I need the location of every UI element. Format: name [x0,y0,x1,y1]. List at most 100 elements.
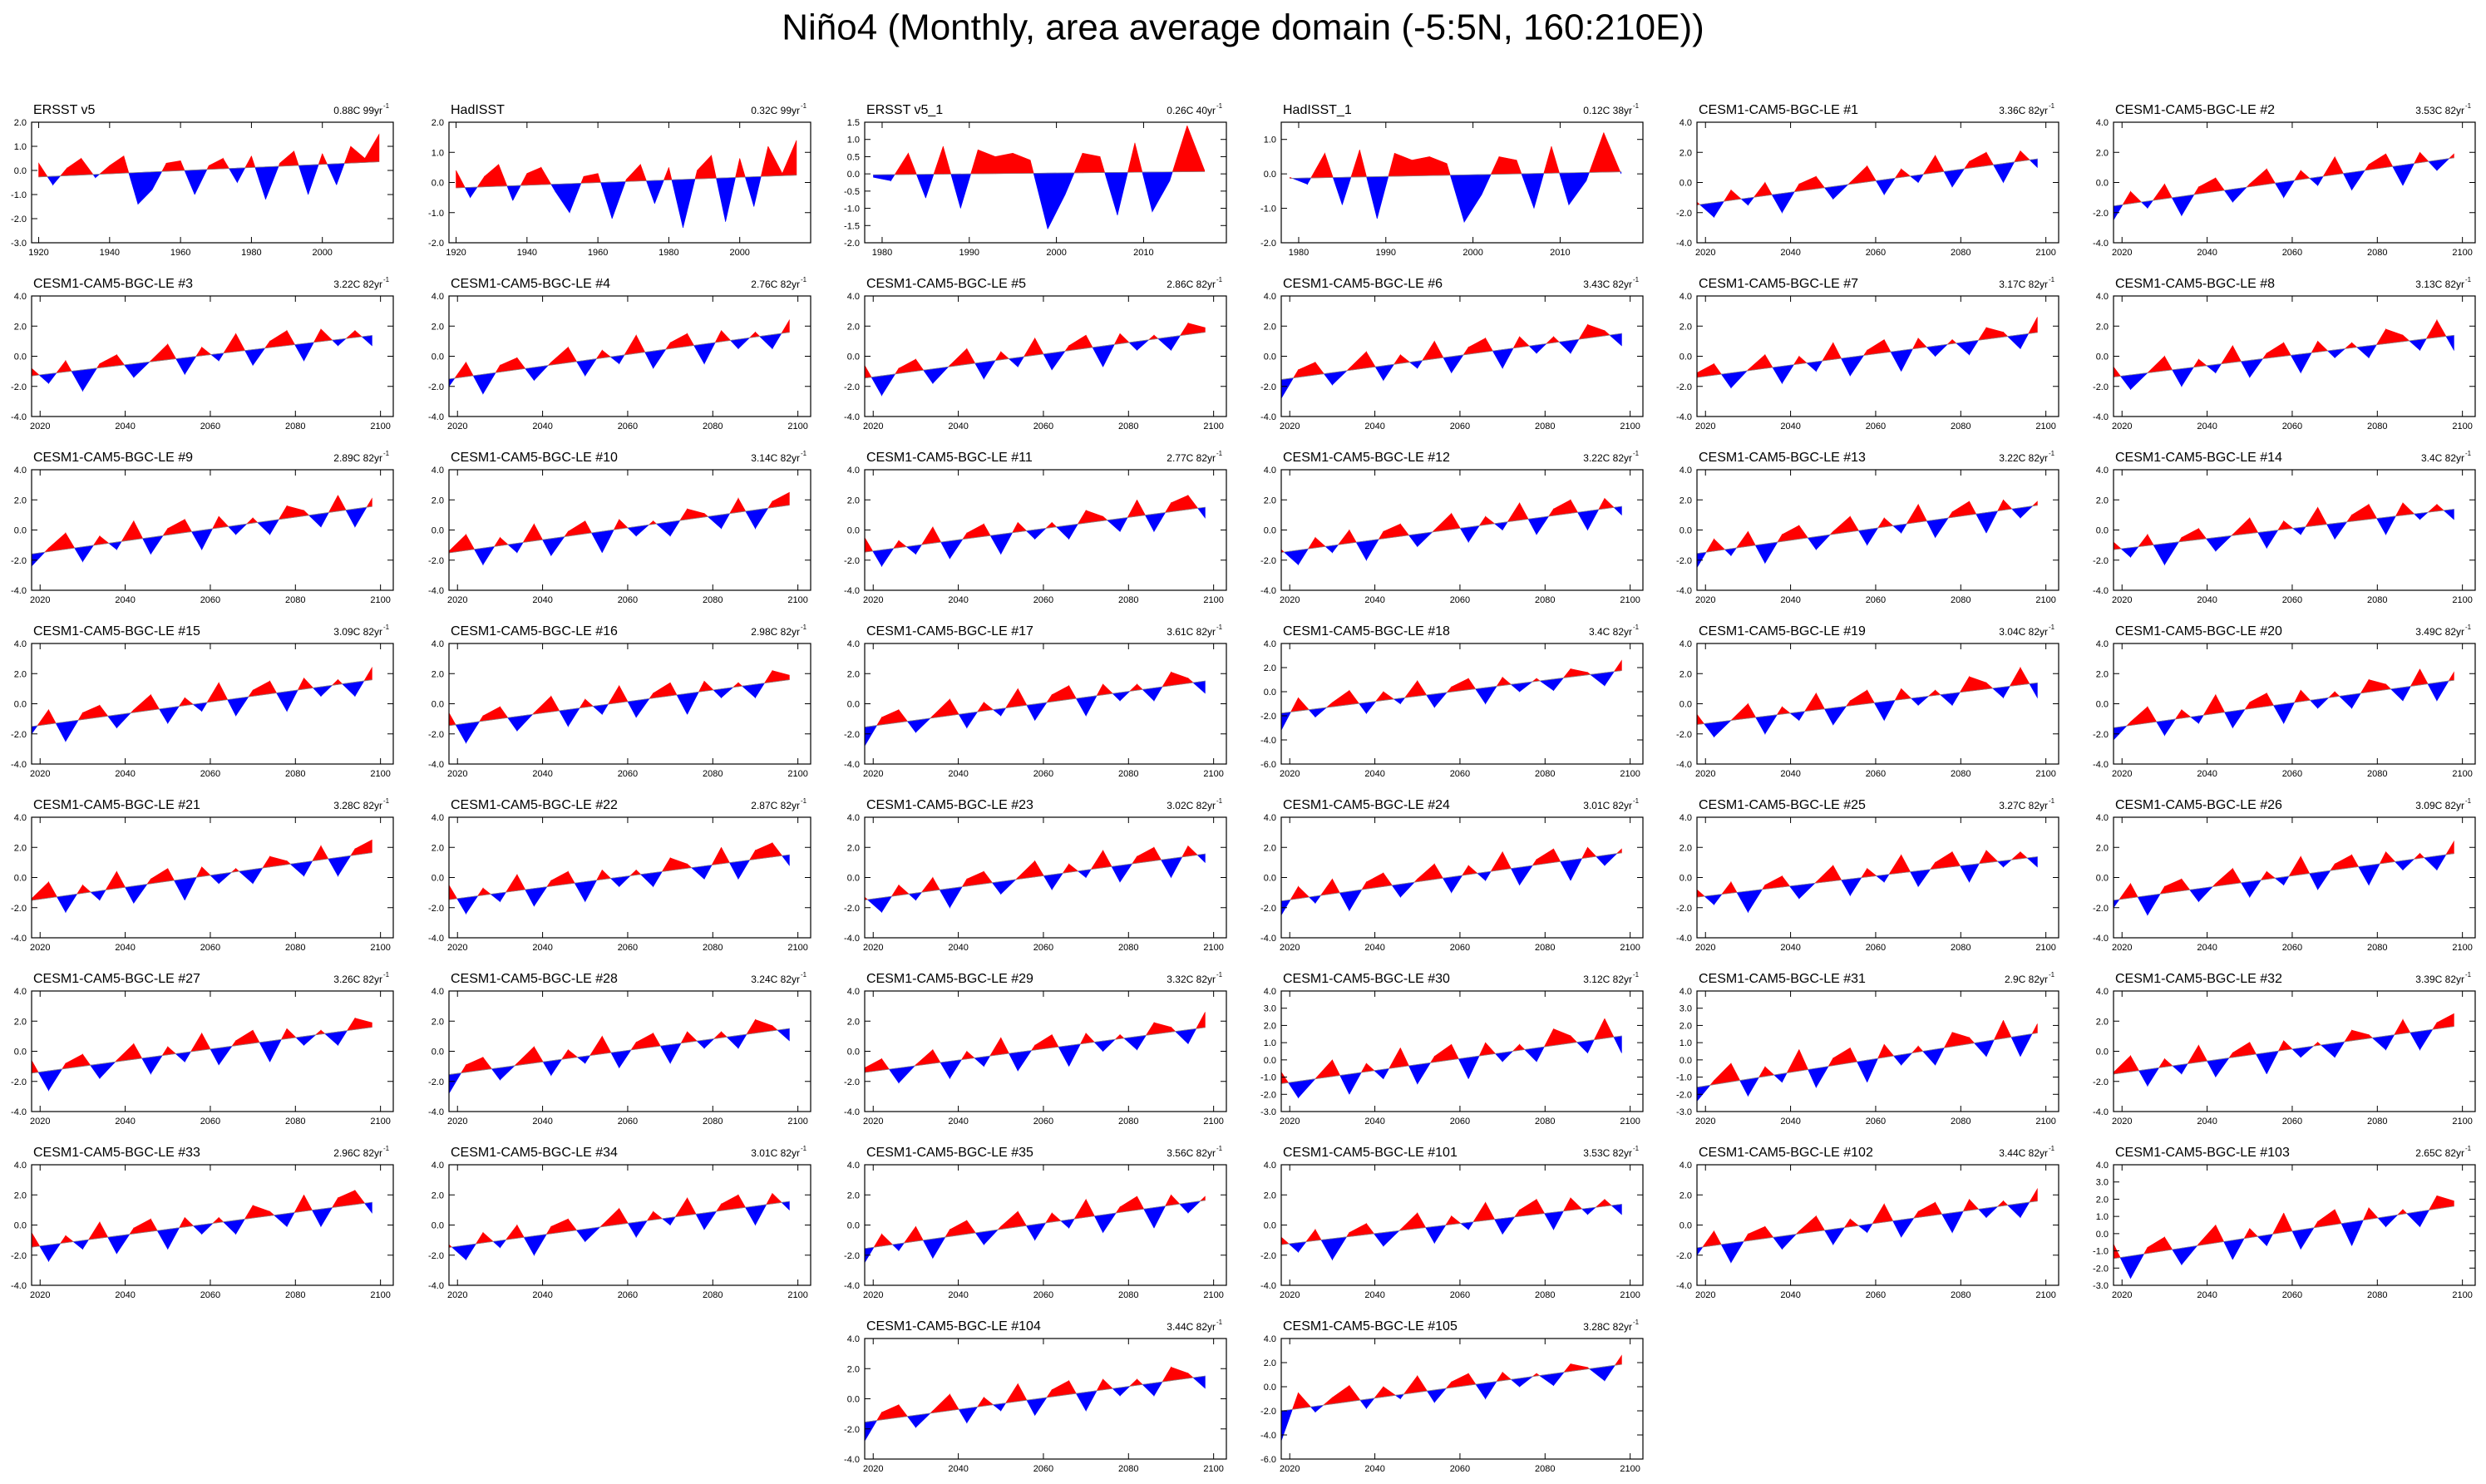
trend-annotation-superscript: -1 [801,797,807,805]
x-tick-label: 2060 [1033,1117,1053,1127]
panel: HadISST_1 0.12C 38yr -1 1.0 0.0 -1.0 -2.0 1980 1… [1260,102,1644,258]
trend-annotation: 3.27C 82yr [1999,800,2048,811]
x-tick-label: 2060 [1450,1464,1470,1474]
panel: CESM1-CAM5-BGC-LE #26 3.09C 82yr -1 4.0 2.0 0… [2093,797,2476,953]
y-tick-label: 2.0 [847,1017,860,1027]
trend-annotation-superscript: -1 [1633,102,1640,110]
y-tick-label: -2.0 [11,1251,27,1261]
plot-frame [1280,990,1644,1112]
x-tick-label: 1980 [872,248,892,258]
y-tick-label: 2.0 [1264,663,1276,673]
y-tick-label: -2.0 [2093,1077,2109,1087]
trend-annotation-superscript: -1 [1633,797,1640,805]
y-tick-label: 0.5 [847,152,860,162]
trend-annotation: 0.12C 38yr [1583,105,1632,116]
x-tick-label: 2100 [2035,595,2055,605]
trend-annotation-superscript: -1 [1216,797,1223,805]
x-tick-label: 2040 [948,1464,968,1474]
y-tick-label: 1.0 [1264,136,1276,145]
x-tick-label: 2040 [1780,248,1800,258]
x-tick-label: 2010 [1550,248,1570,258]
x-tick-label: 2040 [1780,595,1800,605]
x-tick-label: 2100 [1203,943,1223,953]
x-tick-label: 2040 [1780,943,1800,953]
y-tick-label: 2.0 [1680,495,1692,505]
x-tick-label: 2020 [863,1290,883,1300]
y-tick-label: -2.0 [2093,730,2109,740]
panel-title: CESM1-CAM5-BGC-LE #32 [2115,972,2282,986]
y-tick-label: -4.0 [1260,934,1276,944]
x-tick-label: 2100 [370,595,390,605]
x-tick-label: 2020 [447,1117,467,1127]
trend-line [448,332,790,380]
x-tick-label: 2060 [200,943,220,953]
trend-annotation: 2.65C 82yr [2415,1147,2464,1159]
x-tick-label: 2080 [2367,943,2387,953]
y-tick-label: -2.0 [1260,904,1276,914]
x-tick-label: 2100 [1620,595,1640,605]
trend-annotation: 3.53C 82yr [2415,105,2464,116]
y-tick-label: 2.0 [14,322,27,332]
y-tick-label: 4.0 [14,292,27,302]
x-tick-label: 2060 [2282,248,2302,258]
y-tick-label: -2.0 [1260,239,1276,249]
trend-annotation-superscript: -1 [383,1145,390,1152]
trend-line [1696,1033,2038,1088]
y-tick-label: 2.0 [2096,148,2109,158]
trend-annotation-superscript: -1 [1216,276,1223,283]
x-tick-label: 2020 [2112,595,2132,605]
x-tick-label: 2060 [1033,1464,1053,1474]
trend-annotation-superscript: -1 [2049,1145,2055,1152]
x-tick-label: 2080 [1535,943,1555,953]
y-tick-label: -2.0 [11,730,27,740]
x-tick-label: 2040 [532,1290,552,1300]
y-tick-label: -4.0 [2093,239,2109,249]
y-tick-label: 4.0 [432,466,444,476]
panel: CESM1-CAM5-BGC-LE #102 3.44C 82yr -1 4.0 2.0… [1676,1145,2059,1300]
trend-line [1280,670,1622,714]
panel-title: CESM1-CAM5-BGC-LE #3 [33,277,193,291]
x-tick-label: 2100 [1620,1290,1640,1300]
y-tick-label: 0.0 [1264,688,1276,698]
y-tick-label: 0.0 [2096,1048,2109,1058]
x-tick-label: 2020 [447,769,467,779]
panel-title: CESM1-CAM5-BGC-LE #2 [2115,103,2275,117]
x-tick-label: 2000 [729,248,749,258]
trend-annotation: 2.96C 82yr [333,1147,382,1159]
x-tick-label: 2080 [285,1290,305,1300]
y-tick-label: 1.0 [432,148,444,158]
y-tick-label: -1.0 [844,205,860,214]
trend-annotation-superscript: -1 [2465,102,2472,110]
y-tick-label: -2.0 [428,239,444,249]
y-tick-label: -4.0 [844,586,860,596]
y-tick-label: 2.0 [1680,1021,1692,1031]
y-tick-label: 4.0 [1264,1161,1276,1171]
trend-annotation: 2.77C 82yr [1167,452,1216,464]
panel: CESM1-CAM5-BGC-LE #20 3.49C 82yr -1 4.0 2.0 0… [2093,624,2476,779]
y-tick-label: 0.0 [1264,874,1276,884]
trend-line [864,506,1206,553]
y-tick-label: -3.0 [1260,1107,1276,1117]
x-tick-label: 2060 [200,1117,220,1127]
x-tick-label: 2100 [370,943,390,953]
x-tick-label: 2000 [1046,248,1066,258]
y-tick-label: 0.0 [432,179,444,189]
y-tick-label: -2.0 [1676,209,1692,219]
y-tick-label: 4.0 [14,987,27,997]
x-tick-label: 2020 [863,1117,883,1127]
x-tick-label: 2020 [1280,422,1300,431]
y-tick-label: -4.0 [1676,586,1692,596]
y-tick-label: 4.0 [1680,639,1692,649]
panel: CESM1-CAM5-BGC-LE #33 2.96C 82yr -1 4.0 2.0 0… [11,1145,394,1300]
x-tick-label: 2040 [1364,1117,1384,1127]
panel: CESM1-CAM5-BGC-LE #101 3.53C 82yr -1 4.0 2.0… [1260,1145,1644,1300]
panel-title: CESM1-CAM5-BGC-LE #31 [1699,972,1866,986]
trend-annotation: 3.12C 82yr [1583,974,1632,985]
y-tick-label: 4.0 [432,292,444,302]
y-tick-label: 0.0 [1264,1383,1276,1393]
panel-title: CESM1-CAM5-BGC-LE #105 [1283,1319,1458,1334]
trend-annotation-superscript: -1 [1633,276,1640,283]
y-tick-label: -1.5 [844,221,860,231]
trend-annotation-superscript: -1 [1216,624,1223,631]
